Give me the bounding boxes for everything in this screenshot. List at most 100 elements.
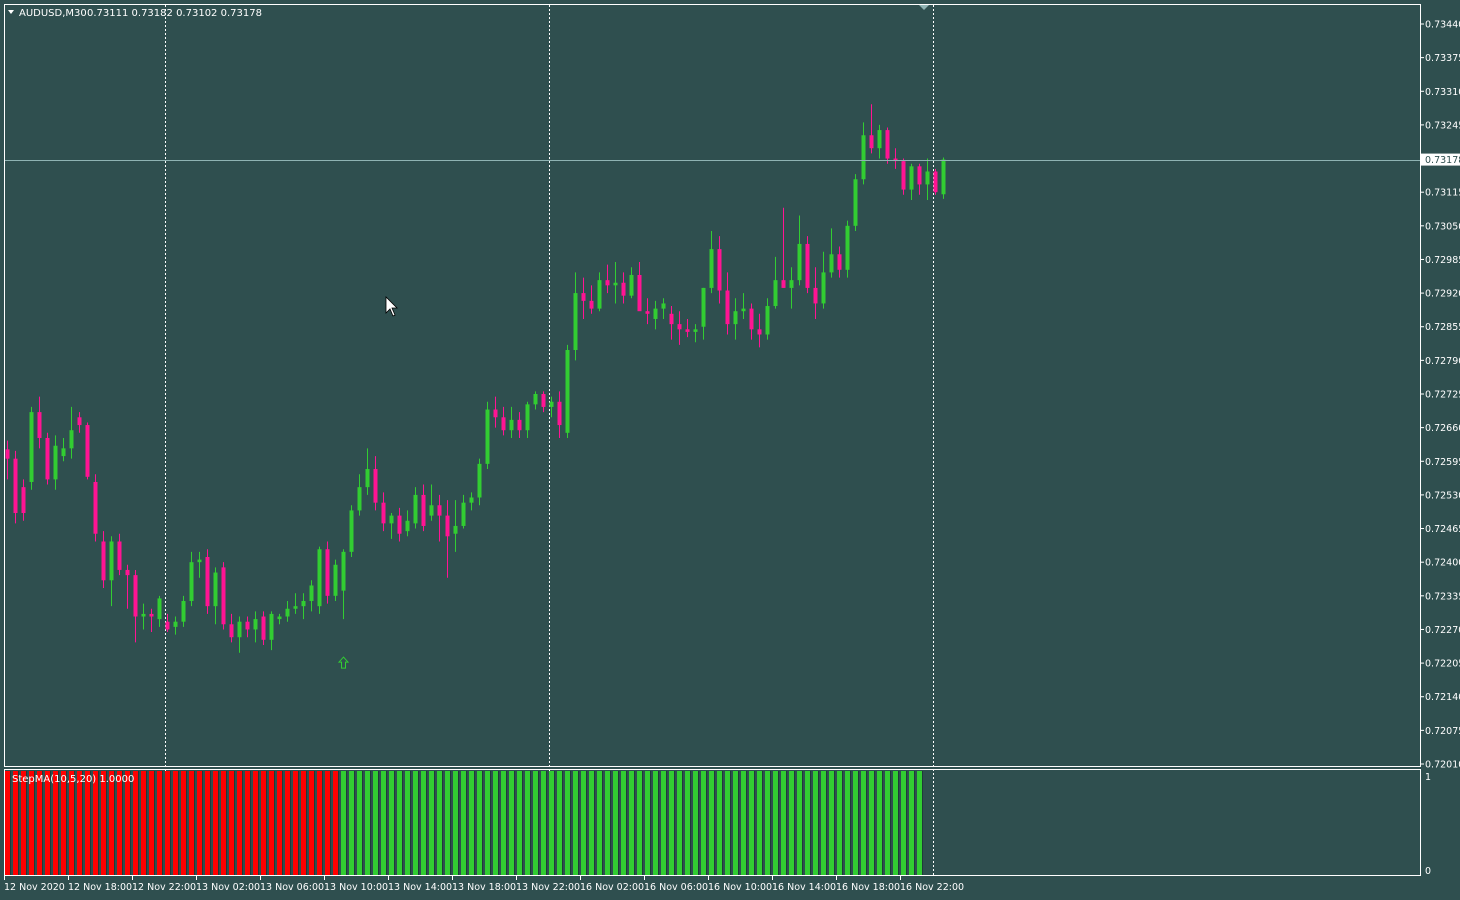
candle (269, 611, 274, 651)
candle-body (453, 525, 458, 534)
stepma-bar-up (461, 771, 466, 875)
y-tick-label: 0.72075 (1425, 726, 1460, 737)
x-tick-label: 16 Nov 18:00 (836, 882, 900, 893)
candle (613, 262, 618, 304)
candle-body (117, 541, 122, 570)
x-tick-label: 16 Nov 06:00 (644, 882, 708, 893)
candle (245, 616, 250, 638)
stepma-bar-down (301, 771, 306, 875)
candle-body (165, 621, 170, 630)
stepma-bar-down (85, 771, 90, 875)
candle (669, 306, 674, 340)
stepma-bar-down (317, 771, 322, 875)
candle (381, 492, 386, 532)
stepma-bar-up (373, 771, 378, 875)
candle (573, 272, 578, 361)
stepma-bar-down (77, 771, 82, 875)
candle-body (149, 613, 154, 617)
candle-body (925, 171, 930, 185)
candle (133, 569, 138, 643)
x-tick-label: 12 Nov 18:00 (68, 882, 132, 893)
candle-body (29, 412, 34, 482)
stepma-bar-down (29, 771, 34, 875)
candle (637, 262, 642, 312)
stepma-bar-down (149, 771, 154, 875)
x-tick-label: 13 Nov 10:00 (324, 882, 388, 893)
candle (581, 277, 586, 319)
candle (437, 494, 442, 542)
candle-body (349, 510, 354, 552)
candle (325, 541, 330, 604)
candle-body (877, 130, 882, 149)
y-tick-label: 0.72010 (1425, 760, 1460, 771)
candle-body (461, 502, 466, 526)
candle (101, 531, 106, 589)
candle (877, 124, 882, 159)
stepma-bar-down (13, 771, 18, 875)
candle-body (237, 621, 242, 638)
candle (45, 432, 50, 485)
y-tick-label: 0.72855 (1425, 322, 1460, 333)
candle-body (757, 329, 762, 335)
candle (205, 549, 210, 614)
candle (13, 450, 18, 524)
candle-body (373, 469, 378, 503)
candle-body (781, 280, 786, 288)
stepma-bar-up (765, 771, 770, 875)
candle-body (381, 502, 386, 524)
stepma-bar-up (885, 771, 890, 875)
candle (29, 406, 34, 490)
candle-body (573, 293, 578, 351)
stepma-bar-down (205, 771, 210, 875)
stepma-bar-down (109, 771, 114, 875)
buy-signal-arrow-icon (337, 656, 350, 669)
candle-body (437, 505, 442, 516)
x-tick-label: 16 Nov 14:00 (772, 882, 836, 893)
candle-body (845, 225, 850, 270)
candle (813, 267, 818, 319)
candle-body (765, 306, 770, 335)
stepma-bar-down (245, 771, 250, 875)
vertical-separators (165, 5, 934, 876)
candle (301, 593, 306, 620)
candle-body (109, 541, 114, 581)
candle-body (693, 329, 698, 332)
candle (373, 456, 378, 511)
candle-body (837, 254, 842, 270)
stepma-bar-down (133, 771, 138, 875)
candle (725, 272, 730, 335)
stepma-bar-up (661, 771, 666, 875)
candle-body (749, 308, 754, 330)
candle-body (221, 567, 226, 625)
candle (701, 287, 706, 340)
candle (677, 311, 682, 345)
candle (941, 157, 946, 199)
x-tick-label: 13 Nov 02:00 (196, 882, 260, 893)
candle (405, 510, 410, 537)
candle (541, 391, 546, 413)
stepma-bar-up (389, 771, 394, 875)
stepma-bar-up (365, 771, 370, 875)
candle-body (317, 549, 322, 607)
candle (533, 391, 538, 410)
ohlc-readout: 0.73111 0.73182 0.73102 0.73178 (87, 8, 262, 19)
stepma-bar-up (509, 771, 514, 875)
chart-shift-marker-icon[interactable] (919, 5, 929, 10)
stepma-bar-up (821, 771, 826, 875)
candle-body (413, 494, 418, 524)
candle-body (789, 280, 794, 288)
candle-body (405, 520, 410, 532)
candle (429, 484, 434, 521)
candle-body (597, 280, 602, 309)
stepma-bar-up (693, 771, 698, 875)
candle (565, 344, 570, 438)
candle (69, 406, 74, 459)
stepma-bar-down (261, 771, 266, 875)
candle-body (653, 308, 658, 319)
candle-body (885, 130, 890, 159)
candle (781, 207, 786, 288)
symbol-dropdown-icon[interactable] (8, 10, 14, 14)
